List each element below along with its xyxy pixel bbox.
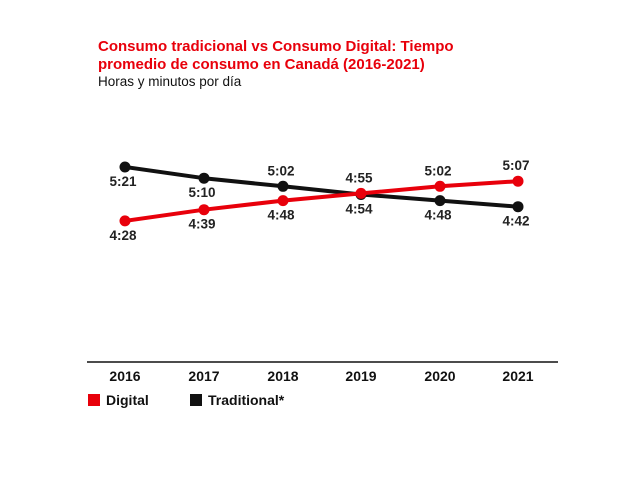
data-point-digital-2017 [198, 204, 210, 216]
data-point-traditional-2016 [119, 161, 131, 173]
data-label-digital-2021: 5:07 [502, 158, 529, 173]
data-label-digital-2017: 4:39 [188, 217, 215, 232]
x-tick-label-2018: 2018 [267, 368, 298, 384]
data-point-digital-2018 [277, 195, 289, 207]
x-tick-label-2019: 2019 [345, 368, 376, 384]
legend-item-traditional: Traditional* [190, 392, 284, 408]
data-label-traditional-2016: 5:21 [109, 174, 137, 189]
legend-item-digital: Digital [88, 392, 149, 408]
data-point-traditional-2020 [434, 195, 446, 207]
x-tick-label-2020: 2020 [424, 368, 455, 384]
data-point-digital-2016 [119, 215, 131, 227]
data-point-digital-2019 [355, 187, 367, 199]
data-label-traditional-2017: 5:10 [188, 185, 215, 200]
x-tick-label-2021: 2021 [502, 368, 533, 384]
data-label-traditional-2019: 4:54 [345, 202, 373, 217]
data-label-digital-2018: 4:48 [267, 208, 295, 223]
data-label-traditional-2018: 5:02 [267, 163, 294, 178]
data-label-digital-2019: 4:55 [345, 170, 373, 185]
data-label-digital-2020: 5:02 [424, 163, 451, 178]
data-point-digital-2021 [512, 175, 524, 187]
chart-subtitle: Horas y minutos por día [98, 74, 242, 89]
series-line-traditional [123, 165, 520, 209]
legend-label-digital: Digital [106, 392, 149, 408]
data-label-digital-2016: 4:28 [109, 228, 137, 243]
chart-title: Consumo tradicional vs Consumo Digital: … [98, 38, 454, 73]
data-point-digital-2020 [434, 180, 446, 192]
data-label-traditional-2021: 4:42 [502, 214, 529, 229]
legend-swatch-traditional [190, 394, 202, 406]
x-tick-label-2017: 2017 [188, 368, 219, 384]
legend-swatch-digital [88, 394, 100, 406]
x-tick-label-2016: 2016 [109, 368, 140, 384]
data-point-traditional-2017 [198, 172, 210, 184]
legend-label-traditional: Traditional* [208, 392, 285, 408]
data-point-traditional-2018 [277, 180, 289, 192]
data-point-traditional-2021 [512, 201, 524, 213]
series-line-digital [123, 179, 520, 223]
data-label-traditional-2020: 4:48 [424, 208, 452, 223]
